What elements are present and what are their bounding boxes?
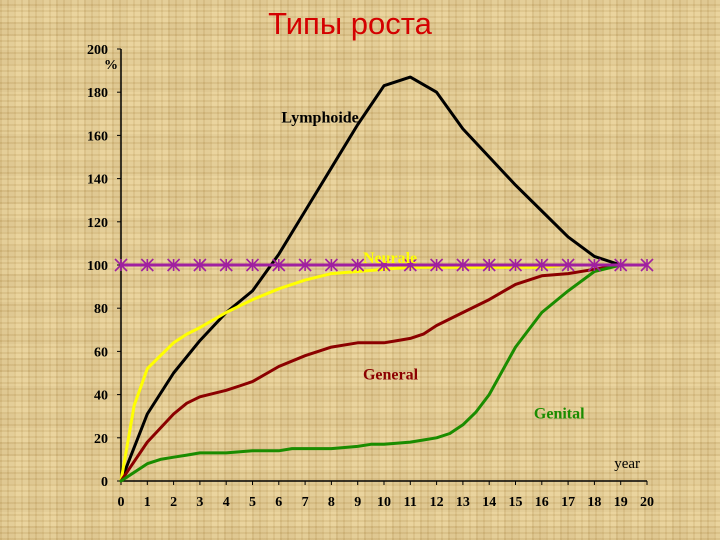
asterisk-marker	[193, 258, 207, 272]
annotation-general: General	[363, 366, 419, 383]
series-lines	[119, 75, 649, 483]
x-tick-label: 12	[430, 495, 444, 510]
asterisk-marker	[272, 258, 286, 272]
series-line-lymphoide	[119, 75, 623, 483]
page-title: Типы роста	[268, 6, 432, 41]
x-tick-label: 11	[404, 495, 417, 510]
x-tick-label: 7	[302, 495, 309, 510]
x-tick-label: 20	[640, 495, 654, 510]
y-tick-label: 60	[94, 345, 108, 360]
asterisk-marker	[535, 258, 549, 272]
asterisk-marker	[324, 258, 338, 272]
asterisk-marker	[430, 258, 444, 272]
asterisk-marker	[140, 258, 154, 272]
x-tick-label: 13	[456, 495, 470, 510]
series-line-genital	[119, 263, 623, 483]
x-tick-label: 6	[275, 495, 282, 510]
asterisk-marker	[508, 258, 523, 272]
asterisk-marker	[298, 258, 312, 272]
y-tick-labels: 0 20 40 60 80 100 120 140 160 180 200	[87, 43, 108, 490]
x-tick-label: 19	[614, 495, 628, 510]
asterisk-marker	[219, 258, 233, 272]
y-tick-label: 80	[94, 302, 108, 317]
asterisk-marker	[377, 258, 391, 272]
x-tick-label: 0	[118, 495, 125, 510]
asterisk-marker	[587, 258, 601, 272]
y-tick-label: 40	[94, 389, 108, 404]
x-tick-label: 2	[170, 495, 177, 510]
y-tick-label: 140	[87, 173, 108, 188]
asterisk-marker	[482, 258, 496, 272]
asterisk-marker	[245, 258, 260, 272]
series-markers	[114, 258, 654, 272]
x-tick-label: 14	[482, 495, 496, 510]
x-tick-label: 1	[144, 495, 151, 510]
asterisk-marker	[114, 258, 128, 272]
x-tick-label: 10	[377, 495, 391, 510]
x-tick-label: 8	[328, 495, 335, 510]
x-tick-label: 5	[249, 495, 256, 510]
x-tick-label: 15	[509, 495, 523, 510]
x-tick-label: 18	[587, 495, 601, 510]
x-tick-label: 17	[561, 495, 575, 510]
x-tick-labels: 0 1 2 3 4 5 6 7 8 9 10 11 12 13 14 15 16 17 18 19 20	[118, 495, 655, 510]
annotation-neurale: Neurale	[363, 250, 417, 267]
annotation-genital: Genital	[534, 405, 585, 422]
y-tick-label: 200	[87, 43, 108, 58]
y-tick-label: 20	[94, 432, 108, 447]
annotations: Lymphoide Neurale General Genital	[281, 109, 585, 422]
x-tick-label: 4	[223, 495, 230, 510]
asterisk-marker	[351, 258, 365, 272]
series-line-neurale	[119, 263, 623, 483]
asterisk-marker	[561, 258, 575, 272]
y-tick-label: 120	[87, 216, 108, 231]
asterisk-marker	[614, 258, 628, 272]
y-axis-unit: %	[104, 58, 118, 73]
x-axis-label: year	[614, 456, 640, 472]
asterisk-marker	[167, 258, 181, 272]
y-tick-label: 100	[87, 259, 108, 274]
asterisk-marker	[640, 258, 654, 272]
x-tick-label: 16	[535, 495, 549, 510]
series-line-general	[119, 263, 623, 483]
annotation-lymphoide: Lymphoide	[281, 109, 358, 126]
asterisk-marker	[456, 258, 470, 272]
y-tick-label: 180	[87, 86, 108, 101]
asterisk-marker	[403, 258, 417, 272]
y-tick-label: 0	[101, 475, 108, 490]
x-tick-label: 9	[354, 495, 361, 510]
y-tick-label: 160	[87, 129, 108, 144]
x-tick-label: 3	[196, 495, 203, 510]
